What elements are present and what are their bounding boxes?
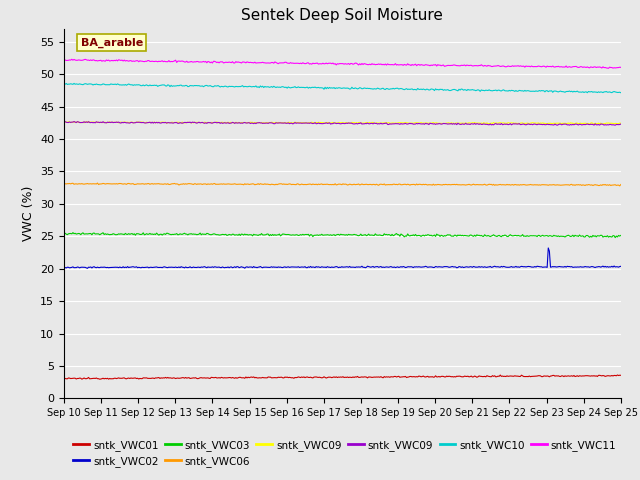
- sntk_VWC01: [617, 372, 625, 378]
- sntk_VWC09: [362, 120, 370, 125]
- sntk_VWC02: [393, 264, 401, 270]
- sntk_VWC01: [326, 374, 333, 380]
- sntk_VWC09: [518, 120, 525, 126]
- sntk_VWC01: [614, 372, 621, 378]
- sntk_VWC02: [329, 264, 337, 270]
- sntk_VWC11: [329, 60, 337, 66]
- sntk_VWC01: [393, 374, 401, 380]
- sntk_VWC10: [329, 85, 337, 91]
- sntk_VWC10: [584, 90, 591, 96]
- sntk_VWC11: [68, 57, 76, 62]
- sntk_VWC09: [617, 121, 625, 127]
- sntk_VWC09: [554, 122, 561, 128]
- sntk_VWC02: [326, 264, 333, 270]
- sntk_VWC02: [362, 264, 370, 270]
- sntk_VWC03: [329, 232, 337, 238]
- Text: BA_arable: BA_arable: [81, 37, 143, 48]
- sntk_VWC06: [329, 181, 337, 187]
- sntk_VWC01: [362, 374, 370, 380]
- sntk_VWC09: [326, 120, 333, 126]
- sntk_VWC09: [326, 120, 333, 126]
- Line: sntk_VWC09: sntk_VWC09: [64, 121, 621, 125]
- sntk_VWC06: [518, 182, 525, 188]
- sntk_VWC10: [606, 89, 614, 95]
- sntk_VWC02: [617, 264, 625, 269]
- sntk_VWC11: [605, 65, 612, 71]
- sntk_VWC09: [617, 120, 625, 126]
- Line: sntk_VWC03: sntk_VWC03: [64, 233, 621, 238]
- sntk_VWC01: [329, 374, 337, 380]
- Line: sntk_VWC11: sntk_VWC11: [64, 60, 621, 68]
- sntk_VWC11: [617, 64, 625, 70]
- sntk_VWC09: [518, 121, 525, 127]
- sntk_VWC03: [518, 233, 525, 239]
- sntk_VWC11: [393, 62, 401, 68]
- Line: sntk_VWC02: sntk_VWC02: [64, 248, 621, 268]
- sntk_VWC02: [84, 265, 92, 271]
- sntk_VWC03: [362, 233, 370, 239]
- sntk_VWC09: [329, 121, 337, 127]
- Line: sntk_VWC09: sntk_VWC09: [64, 122, 621, 124]
- sntk_VWC02: [60, 265, 68, 271]
- sntk_VWC10: [617, 90, 625, 96]
- sntk_VWC03: [60, 231, 68, 237]
- sntk_VWC11: [60, 58, 68, 63]
- sntk_VWC03: [326, 232, 333, 238]
- Line: sntk_VWC06: sntk_VWC06: [64, 183, 621, 186]
- Legend: sntk_VWC01, sntk_VWC02, sntk_VWC03, sntk_VWC06, sntk_VWC09, sntk_VWC09, sntk_VWC: sntk_VWC01, sntk_VWC02, sntk_VWC03, sntk…: [69, 435, 621, 471]
- sntk_VWC09: [61, 119, 69, 125]
- sntk_VWC09: [606, 120, 614, 126]
- sntk_VWC06: [93, 180, 101, 186]
- sntk_VWC02: [518, 264, 525, 269]
- sntk_VWC10: [326, 84, 333, 90]
- sntk_VWC09: [60, 120, 68, 125]
- sntk_VWC03: [69, 230, 77, 236]
- sntk_VWC06: [617, 182, 625, 188]
- sntk_VWC02: [545, 245, 552, 251]
- Y-axis label: VWC (%): VWC (%): [22, 186, 35, 241]
- sntk_VWC09: [586, 121, 593, 127]
- sntk_VWC02: [606, 264, 614, 270]
- sntk_VWC09: [362, 121, 370, 127]
- sntk_VWC01: [605, 373, 612, 379]
- sntk_VWC06: [605, 182, 612, 188]
- sntk_VWC10: [70, 81, 78, 86]
- sntk_VWC06: [60, 181, 68, 187]
- sntk_VWC09: [70, 119, 78, 124]
- sntk_VWC03: [611, 235, 619, 240]
- sntk_VWC11: [518, 63, 525, 69]
- sntk_VWC03: [605, 234, 612, 240]
- sntk_VWC11: [606, 64, 614, 70]
- sntk_VWC10: [518, 88, 525, 94]
- sntk_VWC01: [518, 372, 525, 378]
- sntk_VWC09: [60, 120, 68, 125]
- sntk_VWC09: [393, 121, 401, 127]
- sntk_VWC06: [393, 181, 401, 187]
- sntk_VWC11: [326, 60, 333, 66]
- sntk_VWC10: [60, 81, 68, 86]
- sntk_VWC01: [96, 376, 104, 382]
- sntk_VWC09: [393, 120, 401, 126]
- sntk_VWC03: [393, 231, 401, 237]
- sntk_VWC10: [393, 85, 401, 91]
- Line: sntk_VWC10: sntk_VWC10: [64, 84, 621, 93]
- sntk_VWC09: [329, 120, 337, 125]
- sntk_VWC10: [362, 85, 370, 91]
- sntk_VWC09: [606, 121, 614, 127]
- sntk_VWC06: [326, 182, 333, 188]
- Title: Sentek Deep Soil Moisture: Sentek Deep Soil Moisture: [241, 9, 444, 24]
- sntk_VWC06: [362, 181, 370, 187]
- sntk_VWC03: [617, 233, 625, 239]
- sntk_VWC06: [616, 183, 623, 189]
- sntk_VWC01: [60, 376, 68, 382]
- Line: sntk_VWC01: sntk_VWC01: [64, 375, 621, 379]
- sntk_VWC11: [362, 61, 370, 67]
